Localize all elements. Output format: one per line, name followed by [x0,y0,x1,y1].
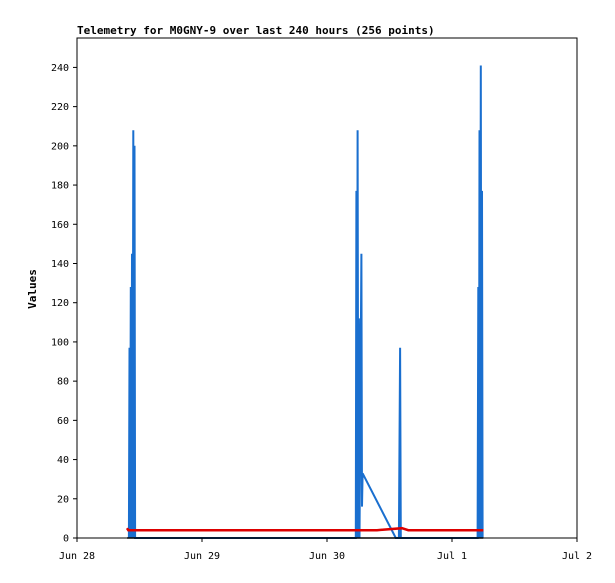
plot-frame [76,37,578,539]
chart-title: Telemetry for M0GNY-9 over last 240 hour… [77,24,435,37]
y-tick-label: 200 [51,141,69,152]
x-tick-label: Jun 30 [309,551,345,562]
x-tick-label: Jul 2 [562,551,592,562]
y-tick-label: 100 [51,337,69,348]
y-tick-label: 120 [51,298,69,309]
y-tick-label: 140 [51,259,69,270]
y-tick-label: 80 [57,377,69,388]
y-tick-label: 240 [51,63,69,74]
series-line-1 [127,65,484,539]
series-line-2 [125,526,484,532]
y-axis-label: Values [26,269,39,309]
plot-area [125,65,484,539]
y-tick-label: 40 [57,455,69,466]
y-tick-label: 160 [51,220,69,231]
axes: 0 20 40 60 80 100 120 140 160 180 200 220 240 Jun 28 J… [51,37,592,562]
x-tick-label: Jun 28 [59,551,95,562]
y-tick-label: 220 [51,102,69,113]
y-tick-label: 60 [57,416,69,427]
x-tick-label: Jul 1 [437,551,467,562]
y-tick-label: 180 [51,181,69,192]
x-tick-label: Jun 29 [184,551,220,562]
y-tick-label: 20 [57,494,69,505]
y-tick-label: 0 [63,534,69,545]
